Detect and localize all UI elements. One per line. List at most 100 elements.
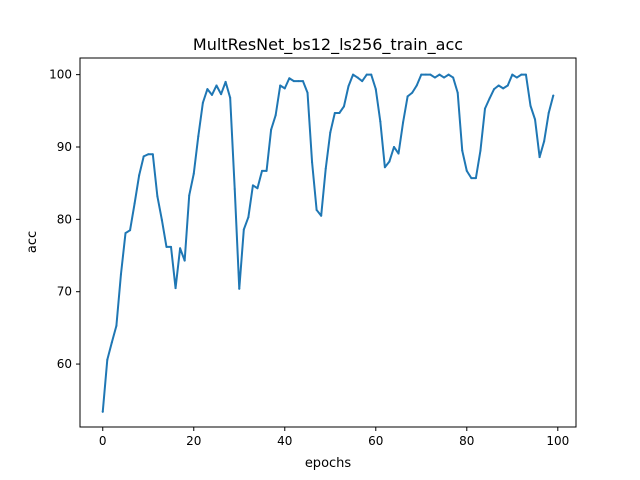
data-point [456, 91, 459, 94]
x-tick-label: 100 [546, 434, 569, 448]
data-point [265, 169, 268, 172]
data-point [220, 93, 223, 96]
series-line [101, 73, 555, 413]
data-point [447, 73, 450, 76]
data-point [215, 84, 218, 87]
data-point [129, 229, 132, 232]
data-point [124, 232, 127, 235]
x-axis: 0 20 40 60 80 100 [99, 427, 569, 448]
y-tick-label: 100 [49, 68, 72, 82]
data-point [229, 96, 232, 99]
data-point [338, 111, 341, 114]
data-point [352, 73, 355, 76]
data-point [138, 174, 141, 177]
data-point [547, 111, 550, 114]
data-point [119, 273, 122, 276]
data-point [388, 160, 391, 163]
data-point [415, 84, 418, 87]
data-point [365, 73, 368, 76]
data-point [465, 169, 468, 172]
data-point [520, 73, 523, 76]
data-point [297, 80, 300, 83]
data-point [402, 121, 405, 124]
data-point [452, 76, 455, 79]
data-point [301, 80, 304, 83]
data-point [502, 87, 505, 90]
data-point [101, 410, 104, 413]
data-point [461, 149, 464, 152]
data-point [438, 73, 441, 76]
data-point [174, 287, 177, 290]
data-point [156, 195, 159, 198]
data-point [534, 118, 537, 121]
data-point [420, 73, 423, 76]
data-point [206, 88, 209, 91]
data-point [224, 80, 227, 83]
x-tick-label: 0 [99, 434, 107, 448]
data-point [142, 155, 145, 158]
data-point [524, 73, 527, 76]
data-point [379, 120, 382, 123]
data-point [110, 341, 113, 344]
data-point [279, 84, 282, 87]
data-point [274, 114, 277, 117]
data-point [493, 88, 496, 91]
data-point [370, 73, 373, 76]
data-point [242, 228, 245, 231]
chart-title: MultResNet_bs12_ls256_train_acc [193, 35, 463, 55]
data-point [165, 245, 168, 248]
data-point [315, 208, 318, 211]
data-point [479, 149, 482, 152]
data-point [424, 73, 427, 76]
y-axis: 60 70 80 90 100 [49, 68, 80, 371]
data-point [238, 287, 241, 290]
data-point [160, 219, 163, 222]
data-point [347, 85, 350, 88]
data-point [115, 324, 118, 327]
data-point [497, 84, 500, 87]
y-tick-label: 80 [57, 212, 72, 226]
data-point [233, 187, 236, 190]
data-point [511, 73, 514, 76]
data-point [183, 259, 186, 262]
data-point [247, 216, 250, 219]
data-point [329, 131, 332, 134]
data-point [411, 91, 414, 94]
data-point [529, 104, 532, 107]
data-point [133, 202, 136, 205]
data-point [443, 76, 446, 79]
data-point [170, 245, 173, 248]
data-point [356, 76, 359, 79]
data-point [106, 358, 109, 361]
data-point [483, 107, 486, 110]
data-point [342, 105, 345, 108]
data-point [147, 153, 150, 156]
y-axis-label: acc [25, 231, 40, 253]
x-tick-label: 80 [459, 434, 474, 448]
y-tick-label: 70 [57, 285, 72, 299]
data-point [397, 152, 400, 155]
data-point [361, 80, 364, 83]
data-point [306, 91, 309, 94]
x-tick-label: 60 [368, 434, 383, 448]
data-point [488, 97, 491, 100]
data-point [383, 166, 386, 169]
data-point [210, 93, 213, 96]
data-point [470, 177, 473, 180]
data-point [374, 88, 377, 91]
data-point [201, 101, 204, 104]
data-point [288, 77, 291, 80]
data-points [101, 73, 555, 413]
data-point [429, 73, 432, 76]
data-point [197, 135, 200, 138]
data-point [320, 214, 323, 217]
data-point [538, 156, 541, 159]
data-point [433, 76, 436, 79]
data-point [261, 169, 264, 172]
data-point [283, 87, 286, 90]
data-point [151, 153, 154, 156]
y-tick-label: 60 [57, 357, 72, 371]
x-axis-label: epochs [305, 456, 352, 471]
data-point [192, 172, 195, 175]
